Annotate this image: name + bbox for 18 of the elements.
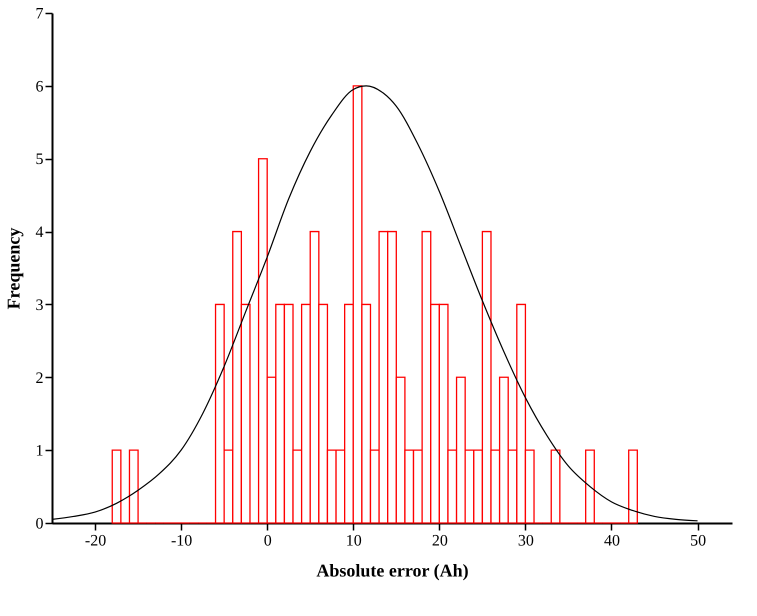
x-tick-label: 0 [264,532,272,550]
y-axis-title: Frequency [4,228,24,310]
x-axis-title: Absolute error (Ah) [316,560,469,580]
y-tick-label: 3 [36,296,44,314]
y-tick-label: 7 [36,6,44,22]
x-tick-label: 40 [604,532,620,550]
y-tick-label: 1 [36,442,44,460]
y-tick-label: 6 [36,78,44,96]
y-tick-label: 4 [36,224,44,242]
x-tick-label: -20 [84,532,106,550]
x-tick-label: 50 [690,532,706,550]
x-tick-label: 10 [346,532,362,550]
y-tick-label: 5 [36,151,44,168]
x-tick-label: 20 [432,532,448,550]
y-tick-label: 0 [36,516,44,532]
y-tick-label: 2 [36,370,44,387]
x-tick-label: 30 [518,532,534,550]
x-tick-label: -10 [170,532,192,550]
